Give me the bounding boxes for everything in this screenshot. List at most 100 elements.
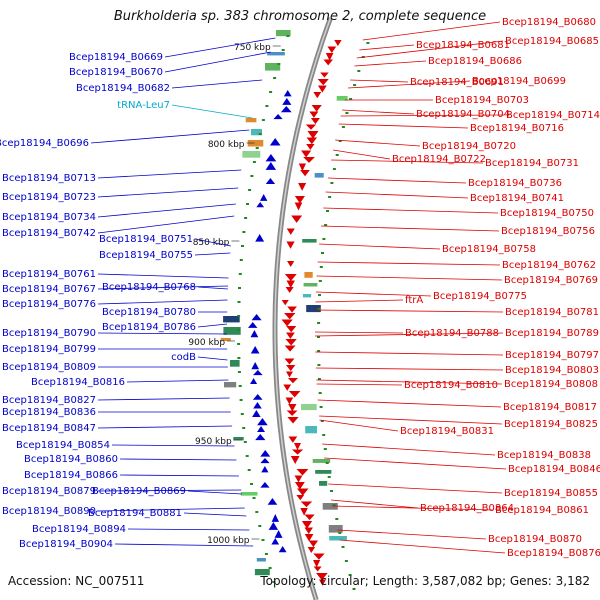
feature-block bbox=[319, 481, 328, 486]
scale-tick bbox=[330, 182, 334, 184]
scale-tick bbox=[240, 413, 244, 415]
right-label-connector bbox=[317, 261, 501, 266]
right-gene-label: Bcep18194_B0769 bbox=[504, 275, 598, 286]
reverse-gene-arrow bbox=[260, 458, 270, 464]
backbone-highlight bbox=[274, 17, 332, 600]
left-label-connector bbox=[187, 490, 243, 495]
feature-block bbox=[265, 63, 281, 71]
right-label-connector bbox=[331, 159, 484, 164]
right-gene-label: Bcep18194_B0846 bbox=[508, 464, 600, 475]
forward-gene-arrow bbox=[307, 547, 316, 553]
left-gene-label: Bcep18194_B0869 bbox=[92, 486, 186, 497]
scale-tick bbox=[326, 210, 329, 212]
forward-gene-arrow bbox=[303, 157, 315, 163]
feature-block bbox=[224, 382, 237, 388]
forward-gene-arrow bbox=[317, 79, 329, 86]
left-label-connector bbox=[97, 397, 230, 401]
feature-block bbox=[305, 426, 317, 434]
right-label-connector bbox=[332, 505, 494, 511]
right-gene-label: Bcep18194_B0722 bbox=[392, 154, 486, 165]
reverse-gene-arrow bbox=[252, 410, 261, 417]
right-label-connector bbox=[315, 299, 404, 303]
scale-tick bbox=[330, 490, 333, 492]
scale-tick bbox=[238, 385, 242, 387]
reverse-gene-arrow bbox=[252, 370, 263, 376]
left-label-connector bbox=[197, 286, 228, 290]
scale-tick bbox=[317, 378, 321, 380]
forward-gene-arrow bbox=[294, 475, 303, 483]
left-label-connector bbox=[119, 474, 239, 477]
right-gene-label: Bcep18194_B0699 bbox=[472, 76, 566, 87]
forward-gene-arrow bbox=[306, 137, 318, 145]
reverse-gene-arrow bbox=[257, 418, 268, 426]
right-label-connector bbox=[319, 419, 399, 432]
reverse-gene-arrow bbox=[265, 178, 276, 184]
feature-block bbox=[328, 525, 343, 533]
scale-tick bbox=[264, 553, 268, 555]
scale-tick bbox=[265, 105, 269, 107]
left-gene-label: Bcep18194_B0809 bbox=[2, 362, 96, 373]
right-gene-label: Bcep18194_B0741 bbox=[470, 193, 564, 204]
forward-gene-arrow bbox=[284, 313, 296, 320]
left-gene-label: Bcep18194_B0755 bbox=[99, 250, 193, 261]
feature-block bbox=[256, 558, 266, 562]
scale-tick bbox=[237, 315, 241, 317]
left-gene-label: Bcep18194_B0776 bbox=[2, 299, 96, 310]
forward-gene-arrow bbox=[286, 228, 295, 235]
feature-block bbox=[303, 283, 318, 287]
left-gene-label: Bcep18194_B0866 bbox=[24, 470, 118, 481]
forward-gene-arrow bbox=[291, 449, 304, 455]
reverse-gene-arrow bbox=[247, 322, 258, 328]
forward-gene-arrow bbox=[294, 202, 303, 211]
right-label-connector bbox=[323, 207, 499, 214]
scale-tick bbox=[345, 112, 349, 114]
scale-tick bbox=[348, 574, 352, 576]
left-gene-label: Bcep18194_B0836 bbox=[2, 407, 96, 418]
scale-tick bbox=[277, 63, 281, 65]
forward-gene-arrow bbox=[286, 326, 297, 333]
left-label-connector bbox=[111, 444, 235, 447]
scale-tick bbox=[317, 322, 321, 324]
right-gene-label: Bcep18194_B0758 bbox=[442, 244, 536, 255]
scale-tick bbox=[317, 308, 321, 310]
scale-tick bbox=[328, 196, 332, 198]
right-label-connector bbox=[356, 40, 504, 59]
feature-block bbox=[314, 173, 324, 178]
left-label-connector bbox=[97, 273, 229, 279]
left-gene-label: Bcep18194_B0696 bbox=[0, 138, 89, 149]
forward-gene-arrow bbox=[308, 540, 319, 548]
left-label-connector bbox=[197, 323, 228, 328]
scale-tick bbox=[338, 532, 342, 534]
left-gene-label: codB bbox=[171, 352, 196, 363]
scale-tick bbox=[245, 455, 249, 457]
left-label-connector bbox=[197, 356, 228, 361]
right-gene-label: Bcep18194_B0686 bbox=[428, 56, 522, 67]
forward-gene-arrow bbox=[300, 170, 310, 177]
scale-tick bbox=[250, 483, 253, 485]
scale-tick bbox=[317, 364, 321, 366]
feature-block bbox=[304, 272, 313, 278]
right-gene-label: Bcep18194_B0817 bbox=[503, 402, 597, 413]
scale-tick bbox=[237, 357, 241, 359]
forward-gene-arrow bbox=[286, 410, 298, 416]
left-gene-label: Bcep18194_B0786 bbox=[102, 322, 196, 333]
forward-gene-arrow bbox=[286, 241, 295, 249]
reverse-gene-arrow bbox=[250, 378, 258, 385]
scale-tick bbox=[341, 126, 345, 128]
feature-block bbox=[254, 569, 270, 576]
scale-tick bbox=[349, 98, 353, 100]
forward-gene-arrow bbox=[293, 443, 302, 451]
feature-block bbox=[302, 294, 312, 298]
scale-tick bbox=[258, 525, 262, 527]
left-label-connector bbox=[97, 169, 242, 179]
right-label-connector bbox=[339, 539, 506, 554]
reverse-gene-arrow bbox=[251, 314, 262, 321]
feature-block bbox=[242, 151, 261, 158]
scale-tick bbox=[255, 511, 259, 513]
reverse-gene-arrow bbox=[256, 202, 265, 208]
scale-tick bbox=[261, 119, 265, 121]
reverse-gene-arrow bbox=[261, 466, 269, 473]
left-label-connector bbox=[194, 252, 231, 256]
scale-tick bbox=[357, 70, 361, 72]
scale-label: 950 kbp bbox=[195, 437, 232, 447]
